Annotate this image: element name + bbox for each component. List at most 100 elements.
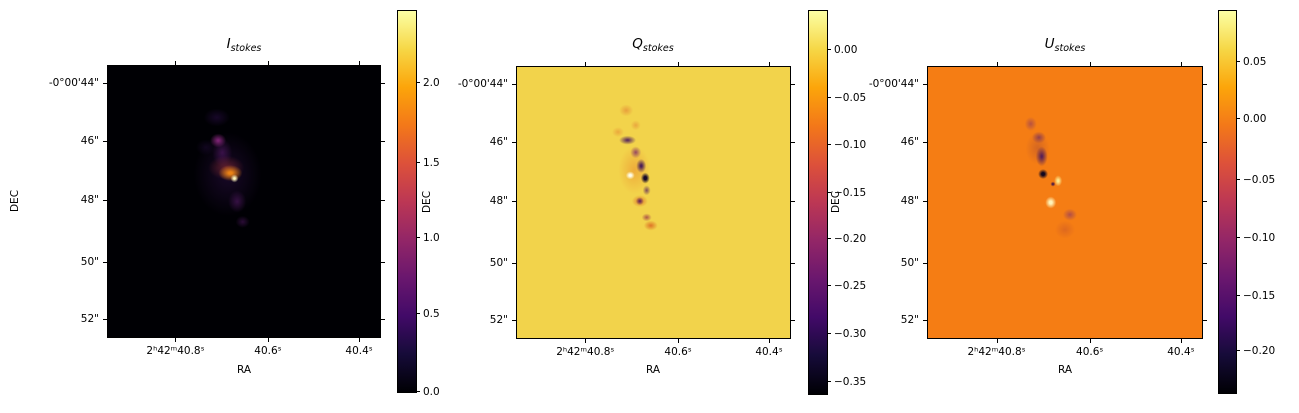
colorbar-tick-mark xyxy=(1236,294,1240,296)
colorbar-tick-mark xyxy=(416,236,420,238)
y-tick-mark xyxy=(103,82,108,84)
panel-title-i-stokes: Istokes xyxy=(226,36,262,54)
title-subscript: stokes xyxy=(230,43,262,54)
y-tick-mark xyxy=(790,320,795,322)
colorbar-tick-label: 0.5 xyxy=(423,307,440,320)
colorbar-tick-mark xyxy=(827,381,831,383)
y-tick-label: 50" xyxy=(900,256,919,269)
colorbar-tick-label: −0.10 xyxy=(834,139,867,152)
y-tick-mark xyxy=(103,199,108,201)
colorbar-tick-label: 1.5 xyxy=(423,157,440,170)
colorbar-tick-mark xyxy=(827,191,831,193)
y-tick-label: -0°00'44" xyxy=(868,77,919,90)
y-tick-mark xyxy=(512,200,517,202)
colorbar-tick-label: −0.10 xyxy=(1243,231,1276,244)
colorbar-tick-mark xyxy=(1236,350,1240,352)
x-tick-mark xyxy=(678,338,680,343)
colorbar-tick-label: −0.35 xyxy=(834,376,867,389)
x-tick-mark xyxy=(678,62,680,67)
colorbar-tick-mark xyxy=(416,162,420,164)
y-tick-label: 48" xyxy=(900,194,919,207)
colorbar-tick-label: −0.15 xyxy=(1243,289,1276,302)
y-tick-mark xyxy=(1202,83,1207,85)
y-tick-mark xyxy=(380,261,385,263)
colorbar-tick-mark xyxy=(827,48,831,50)
heatmap-panel-q-stokes: 2ʰ42ᵐ40.8ˢ 40.6ˢ 40.4ˢ -0°00'44" 46" 48" 50" 52… xyxy=(458,62,795,358)
x-tick-mark xyxy=(585,62,587,67)
y-tick-label: 46" xyxy=(900,135,919,148)
x-tick-mark xyxy=(267,337,269,342)
x-tick-label: 40.4ˢ xyxy=(755,346,783,358)
y-tick-mark xyxy=(790,200,795,202)
colorbar-tick-mark xyxy=(1236,60,1240,62)
colorbar-tick-mark xyxy=(827,96,831,98)
colorbar-tick-mark xyxy=(1236,118,1240,120)
colorbar-gradient xyxy=(398,11,416,392)
y-tick-mark xyxy=(380,82,385,84)
y-tick-mark xyxy=(923,200,928,202)
colorbar-tick-label: 0.05 xyxy=(1243,55,1267,68)
y-tick-label: 50" xyxy=(489,256,508,269)
x-tick-label: 2ʰ42ᵐ40.8ˢ xyxy=(967,346,1026,358)
colorbar-tick-label: −0.15 xyxy=(834,186,867,199)
x-tick-mark xyxy=(175,337,177,342)
x-tick-mark xyxy=(175,61,177,66)
colorbar-tick-label: 1.0 xyxy=(423,231,440,244)
x-tick-mark xyxy=(768,62,770,67)
colorbar-tick-mark xyxy=(827,144,831,146)
colorbar-tick-mark xyxy=(1236,236,1240,238)
title-base: U xyxy=(1044,36,1055,52)
y-tick-mark xyxy=(103,140,108,142)
colorbar-tick-mark xyxy=(416,312,420,314)
y-tick-mark xyxy=(790,141,795,143)
ra-axis-label: RA xyxy=(645,364,661,376)
x-tick-label: 40.4ˢ xyxy=(1167,346,1195,358)
x-tick-label: 40.6ˢ xyxy=(1076,346,1104,358)
colorbar-tick-label: 2.0 xyxy=(423,76,440,89)
y-tick-label: 46" xyxy=(489,135,508,148)
y-tick-mark xyxy=(103,261,108,263)
y-tick-label: 48" xyxy=(489,194,508,207)
y-tick-label: 52" xyxy=(80,313,99,326)
y-tick-mark xyxy=(923,141,928,143)
y-tick-mark xyxy=(512,83,517,85)
colorbar-gradient xyxy=(1219,11,1236,393)
y-tick-mark xyxy=(512,262,517,264)
colorbar-tick-label: −0.20 xyxy=(1243,345,1276,358)
y-tick-mark xyxy=(790,262,795,264)
title-base: I xyxy=(226,36,231,52)
heatmap-image-u-stokes xyxy=(928,67,1202,338)
y-tick-mark xyxy=(380,199,385,201)
colorbar-tick-mark xyxy=(416,81,420,83)
y-tick-label: -0°00'44" xyxy=(48,76,99,89)
x-tick-label: 40.6ˢ xyxy=(254,345,282,357)
y-tick-mark xyxy=(380,140,385,142)
colorbar-tick-label: −0.30 xyxy=(834,328,867,341)
dec-axis-label: DEC xyxy=(421,190,433,214)
heatmap-panel-i-stokes: 2ʰ42ᵐ40.8ˢ 40.6ˢ 40.4ˢ -0°00'44" 46" 48" 50" 52… xyxy=(49,61,385,357)
title-subscript: stokes xyxy=(642,43,674,54)
y-tick-label: -0°00'44" xyxy=(457,77,508,90)
x-tick-mark xyxy=(996,62,998,67)
colorbar-tick-label: 0.0 xyxy=(423,386,440,398)
y-tick-mark xyxy=(923,83,928,85)
colorbar-tick-label: 0.00 xyxy=(834,43,858,56)
y-tick-label: 52" xyxy=(489,314,508,327)
colorbar-tick-mark xyxy=(416,391,420,392)
y-tick-mark xyxy=(923,320,928,322)
y-tick-mark xyxy=(103,319,108,321)
y-tick-label: 46" xyxy=(80,134,99,147)
colorbar-tick-mark xyxy=(827,285,831,287)
colorbar-u-stokes: 0.05 0.00 −0.05 −0.10 −0.15 −0.20 xyxy=(1218,10,1275,394)
y-tick-label: 50" xyxy=(80,255,99,268)
colorbar-tick-label: −0.25 xyxy=(834,280,867,293)
title-base: Q xyxy=(632,36,643,52)
x-tick-mark xyxy=(1089,338,1091,343)
heatmap-panel-u-stokes: 2ʰ42ᵐ40.8ˢ 40.6ˢ 40.4ˢ -0°00'44" 46" 48" 50" 52… xyxy=(869,62,1207,358)
heatmap-image-q-stokes xyxy=(517,67,790,338)
x-tick-mark xyxy=(585,338,587,343)
title-subscript: stokes xyxy=(1054,43,1086,54)
ra-axis-label: RA xyxy=(1057,364,1073,376)
x-tick-label: 40.6ˢ xyxy=(664,346,692,358)
